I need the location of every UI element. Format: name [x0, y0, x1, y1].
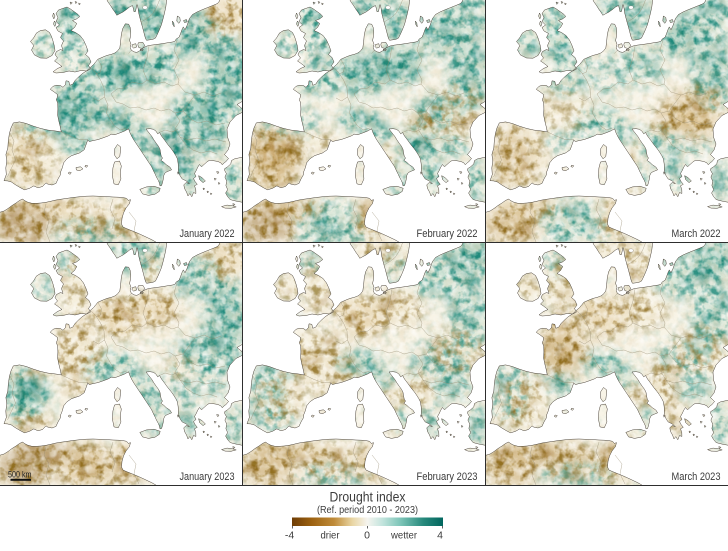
svg-text:0: 0: [364, 530, 370, 542]
svg-text:Drought index: Drought index: [330, 490, 406, 505]
svg-text:4: 4: [437, 530, 443, 542]
svg-text:February 2022: February 2022: [417, 228, 478, 240]
svg-text:January 2022: January 2022: [180, 228, 235, 240]
svg-text:March 2022: March 2022: [672, 228, 721, 240]
svg-text:March 2023: March 2023: [672, 471, 721, 483]
svg-text:drier: drier: [321, 530, 340, 542]
svg-text:500 km: 500 km: [8, 470, 32, 481]
svg-text:-4: -4: [285, 530, 294, 542]
svg-text:wetter: wetter: [390, 530, 417, 542]
svg-text:January 2023: January 2023: [180, 471, 235, 483]
svg-text:(Ref. period 2010 - 2023): (Ref. period 2010 - 2023): [317, 505, 418, 516]
svg-text:February 2023: February 2023: [417, 471, 478, 483]
